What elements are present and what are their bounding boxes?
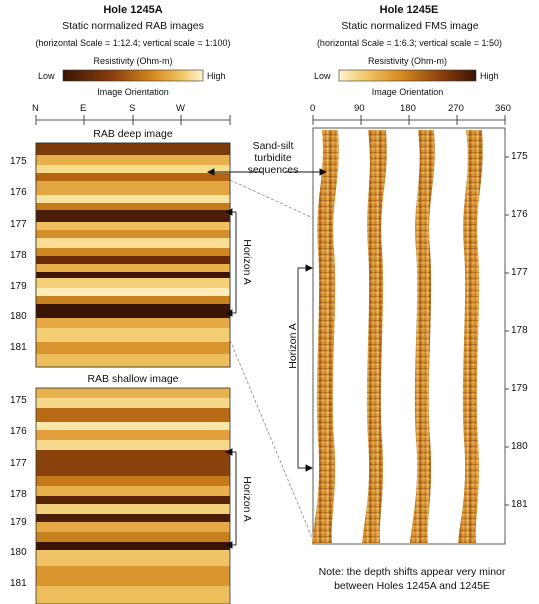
sand-silt-arrows bbox=[206, 168, 328, 176]
left-subtitle: Static normalized RAB images bbox=[62, 20, 204, 32]
fms-depth-177: 177 bbox=[511, 267, 528, 278]
left-scale-note: (horizontal Scale = 1:12.4; vertical sca… bbox=[35, 38, 231, 48]
correlation-lines bbox=[229, 179, 314, 541]
right-orientation-tick-270: 270 bbox=[448, 103, 464, 114]
rab-deep-depth-177: 177 bbox=[10, 219, 27, 230]
fms-depth-ticks bbox=[505, 156, 509, 506]
depth-shift-note: Note: the depth shifts appear very minor… bbox=[292, 565, 532, 593]
left-orientation-axis bbox=[35, 115, 231, 125]
note-line-1: Note: the depth shifts appear very minor bbox=[318, 566, 506, 578]
note-line-2: between Holes 1245A and 1245E bbox=[334, 580, 490, 592]
rab-deep-depth-178: 178 bbox=[10, 250, 27, 261]
left-hole-title: Hole 1245A bbox=[103, 4, 163, 16]
rab-shallow-depth-176: 176 bbox=[10, 426, 27, 437]
rab-deep-depth-181: 181 bbox=[10, 342, 27, 353]
rab-shallow-depth-177: 177 bbox=[10, 458, 27, 469]
rab-deep-horizon-label: Horizon A bbox=[241, 239, 253, 285]
left-orientation-label: Image Orientation bbox=[97, 87, 169, 97]
rab-shallow-image bbox=[35, 387, 231, 604]
left-resistivity-scale-bar bbox=[62, 69, 204, 82]
rab-deep-horizon-bracket bbox=[224, 208, 237, 317]
right-resistivity-scale-bar bbox=[338, 69, 477, 82]
fms-depth-176: 176 bbox=[511, 209, 528, 220]
left-orientation-tick-s: S bbox=[129, 103, 136, 114]
rab-deep-depth-175: 175 bbox=[10, 156, 27, 167]
rab-deep-image bbox=[35, 142, 231, 368]
fms-depth-175: 175 bbox=[511, 151, 528, 162]
fms-depth-179: 179 bbox=[511, 383, 528, 394]
right-scale-note: (horizontal Scale = 1:6.3; vertical scal… bbox=[316, 38, 503, 48]
left-legend-high: High bbox=[207, 71, 226, 81]
right-orientation-tick-360: 360 bbox=[495, 103, 511, 114]
rab-shallow-horizon-label: Horizon A bbox=[241, 476, 253, 522]
rab-shallow-horizon-bracket bbox=[224, 448, 237, 549]
rab-shallow-title: RAB shallow image bbox=[87, 373, 179, 385]
fms-depth-178: 178 bbox=[511, 325, 528, 336]
left-orientation-tick-n: N bbox=[32, 103, 39, 114]
fms-depth-181: 181 bbox=[511, 499, 528, 510]
rab-deep-depth-180: 180 bbox=[10, 311, 27, 322]
annotation-line-3: sequences bbox=[247, 164, 299, 176]
left-orientation-tick-w: W bbox=[176, 103, 185, 114]
right-orientation-label: Image Orientation bbox=[371, 87, 444, 97]
fms-pad-ribbons bbox=[312, 130, 483, 543]
annotation-line-1: Sand-silt bbox=[252, 140, 294, 152]
rab-deep-title: RAB deep image bbox=[93, 128, 173, 140]
right-legend-title: Resistivity (Ohm-m) bbox=[368, 56, 447, 66]
rab-shallow-depth-175: 175 bbox=[10, 395, 27, 406]
rab-shallow-depth-178: 178 bbox=[10, 489, 27, 500]
right-hole-title: Hole 1245E bbox=[379, 4, 439, 16]
fms-horizon-label: Horizon A bbox=[287, 323, 299, 369]
rab-deep-depth-176: 176 bbox=[10, 187, 27, 198]
right-legend-low: Low bbox=[314, 71, 331, 81]
rab-shallow-depth-179: 179 bbox=[10, 517, 27, 528]
rab-deep-depth-179: 179 bbox=[10, 281, 27, 292]
rab-shallow-depth-181: 181 bbox=[10, 578, 27, 589]
right-orientation-tick-180: 180 bbox=[400, 103, 416, 114]
right-orientation-axis bbox=[312, 115, 506, 125]
fms-horizon-bracket bbox=[297, 264, 314, 472]
fms-depth-180: 180 bbox=[511, 441, 528, 452]
right-orientation-tick-90: 90 bbox=[354, 103, 365, 114]
left-legend-title: Resistivity (Ohm-m) bbox=[93, 56, 173, 66]
rab-shallow-depth-180: 180 bbox=[10, 547, 27, 558]
right-orientation-tick-0: 0 bbox=[310, 103, 316, 114]
annotation-line-2: turbidite bbox=[254, 152, 292, 164]
left-orientation-tick-e: E bbox=[80, 103, 87, 114]
sand-silt-annotation: Sand-silt turbidite sequences bbox=[238, 140, 308, 176]
right-subtitle: Static normalized FMS image bbox=[341, 20, 479, 32]
right-legend-high: High bbox=[480, 71, 499, 81]
left-legend-low: Low bbox=[38, 71, 55, 81]
